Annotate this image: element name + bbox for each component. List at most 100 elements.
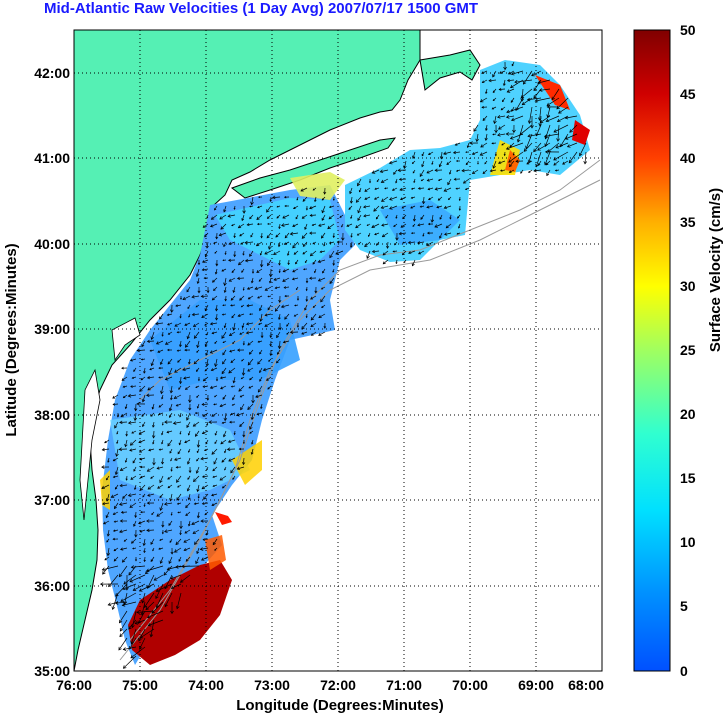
velocity-arrow [220, 439, 227, 445]
velocity-arrow-head [178, 387, 181, 390]
map-title: Mid-Atlantic Raw Velocities (1 Day Avg) … [44, 0, 479, 17]
velocity-arrow-head [293, 206, 296, 210]
velocity-arrow [171, 583, 182, 589]
velocity-arrow-head [224, 468, 226, 471]
velocity-arrow-head [132, 547, 135, 550]
velocity-arrow-head [105, 515, 109, 519]
velocity-arrow [439, 160, 443, 167]
velocity-arrow [139, 448, 146, 453]
velocity-arrow [482, 169, 488, 174]
velocity-arrow-head [256, 222, 260, 226]
velocity-arrow-head [477, 162, 479, 165]
velocity-arrow-head [410, 232, 413, 235]
velocity-arrow-head [300, 188, 304, 192]
velocity-arrow-head [526, 161, 530, 165]
velocity-arrow [269, 277, 272, 283]
velocity-arrow-head [242, 343, 245, 346]
velocity-arrow [155, 322, 164, 325]
velocity-arrow [121, 376, 128, 381]
velocity-arrow-head [417, 187, 421, 190]
velocity-arrow [418, 187, 425, 189]
velocity-arrow [223, 205, 227, 213]
x-tick-label: 75:00 [122, 677, 158, 693]
velocity-arrow [134, 484, 137, 490]
velocity-arrow-head [318, 314, 322, 318]
velocity-arrow-head [192, 423, 197, 427]
velocity-arrow-head [453, 177, 457, 181]
velocity-arrow-head [417, 241, 421, 245]
velocity-arrow [223, 241, 227, 247]
velocity-arrow [147, 466, 155, 472]
velocity-arrow-head [278, 271, 281, 274]
velocity-arrow [156, 340, 164, 345]
velocity-arrow-head [228, 333, 233, 336]
velocity-arrow-head [419, 173, 423, 177]
velocity-arrow-head [160, 461, 165, 465]
velocity-arrow [246, 322, 254, 325]
velocity-arrow [288, 259, 290, 265]
velocity-arrow-head [220, 386, 224, 390]
velocity-arrow-head [166, 313, 170, 317]
velocity-arrow [202, 502, 209, 505]
velocity-arrow [183, 376, 191, 379]
velocity-arrow [210, 322, 218, 325]
velocity-arrow-head [464, 188, 468, 191]
velocity-arrow-head [260, 406, 263, 410]
velocity-arrow-head [439, 217, 442, 220]
velocity-arrow [119, 502, 128, 505]
velocity-arrow-head [146, 519, 150, 523]
velocity-arrow-head [268, 280, 272, 284]
velocity-arrow-head [494, 129, 498, 134]
velocity-arrow [259, 349, 263, 355]
velocity-arrow [174, 367, 182, 373]
velocity-arrow [400, 223, 407, 228]
velocity-arrow-head [417, 223, 421, 227]
velocity-arrow-head [268, 273, 273, 278]
velocity-arrow-head [241, 359, 243, 362]
velocity-arrow-head [155, 595, 159, 600]
velocity-arrow [275, 286, 281, 289]
velocity-arrow [275, 232, 281, 238]
velocity-arrow [197, 277, 200, 284]
velocity-arrow-head [419, 205, 422, 208]
velocity-arrow-head [120, 547, 124, 551]
velocity-arrow-head [157, 350, 161, 353]
velocity-arrow [201, 313, 209, 318]
velocity-arrow [525, 133, 533, 149]
velocity-arrow [246, 331, 254, 334]
velocity-arrow [329, 205, 335, 208]
velocity-arrow [304, 223, 308, 230]
velocity-arrow-head [112, 458, 116, 462]
velocity-arrow-head [167, 361, 171, 365]
velocity-arrow [163, 565, 173, 576]
velocity-arrow [356, 196, 362, 203]
velocity-arrow-head [323, 191, 327, 195]
velocity-arrow-head [488, 78, 492, 83]
velocity-arrow-head [348, 207, 351, 210]
velocity-arrow [408, 241, 416, 244]
velocity-arrow-head [245, 322, 250, 326]
velocity-arrow [259, 304, 263, 311]
velocity-arrow-head [161, 532, 164, 535]
velocity-arrow [258, 385, 263, 393]
velocity-arrow-head [150, 476, 153, 479]
velocity-arrow-head [327, 225, 331, 230]
velocity-arrow-head [213, 241, 216, 244]
velocity-arrow [151, 358, 155, 366]
velocity-arrow-head [239, 332, 242, 335]
velocity-arrow [133, 583, 146, 591]
velocity-arrow-head [500, 107, 504, 111]
velocity-arrow [318, 277, 326, 282]
velocity-arrow [440, 151, 443, 159]
velocity-arrow [123, 655, 137, 669]
velocity-arrow [545, 160, 551, 166]
velocity-arrow-head [256, 270, 260, 273]
velocity-arrow-head [170, 551, 174, 555]
velocity-arrow-head [124, 406, 128, 410]
velocity-arrow-head [167, 323, 170, 326]
velocity-arrow-head [341, 237, 345, 241]
velocity-arrow-head [188, 407, 192, 411]
velocity-arrow-head [371, 249, 376, 254]
velocity-arrow [222, 394, 227, 400]
velocity-arrow-head [209, 385, 214, 390]
